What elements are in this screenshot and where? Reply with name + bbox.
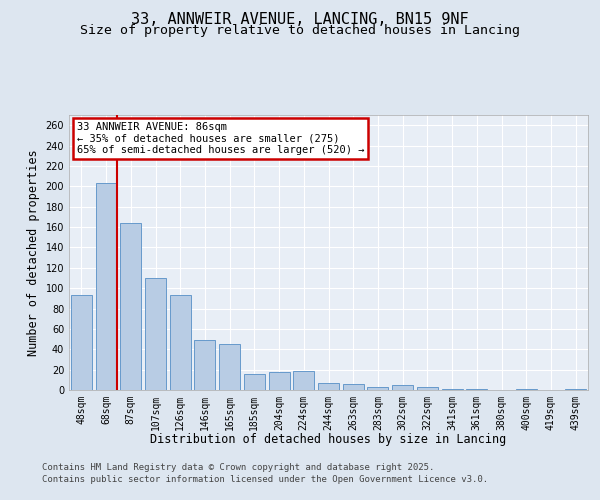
Text: Contains public sector information licensed under the Open Government Licence v3: Contains public sector information licen… xyxy=(42,475,488,484)
X-axis label: Distribution of detached houses by size in Lancing: Distribution of detached houses by size … xyxy=(151,433,506,446)
Bar xyxy=(219,344,240,390)
Bar xyxy=(466,389,487,390)
Bar xyxy=(565,389,586,390)
Bar xyxy=(269,372,290,390)
Bar xyxy=(318,383,339,390)
Bar xyxy=(293,370,314,390)
Bar xyxy=(343,384,364,390)
Bar xyxy=(392,385,413,390)
Text: Size of property relative to detached houses in Lancing: Size of property relative to detached ho… xyxy=(80,24,520,37)
Bar xyxy=(516,389,537,390)
Bar xyxy=(442,389,463,390)
Text: Contains HM Land Registry data © Crown copyright and database right 2025.: Contains HM Land Registry data © Crown c… xyxy=(42,462,434,471)
Bar xyxy=(170,296,191,390)
Bar xyxy=(120,223,141,390)
Bar xyxy=(417,387,438,390)
Bar xyxy=(244,374,265,390)
Bar xyxy=(194,340,215,390)
Bar xyxy=(367,387,388,390)
Text: 33 ANNWEIR AVENUE: 86sqm
← 35% of detached houses are smaller (275)
65% of semi-: 33 ANNWEIR AVENUE: 86sqm ← 35% of detach… xyxy=(77,122,364,155)
Text: 33, ANNWEIR AVENUE, LANCING, BN15 9NF: 33, ANNWEIR AVENUE, LANCING, BN15 9NF xyxy=(131,12,469,28)
Bar xyxy=(145,278,166,390)
Bar xyxy=(71,296,92,390)
Y-axis label: Number of detached properties: Number of detached properties xyxy=(27,149,40,356)
Bar xyxy=(95,183,116,390)
